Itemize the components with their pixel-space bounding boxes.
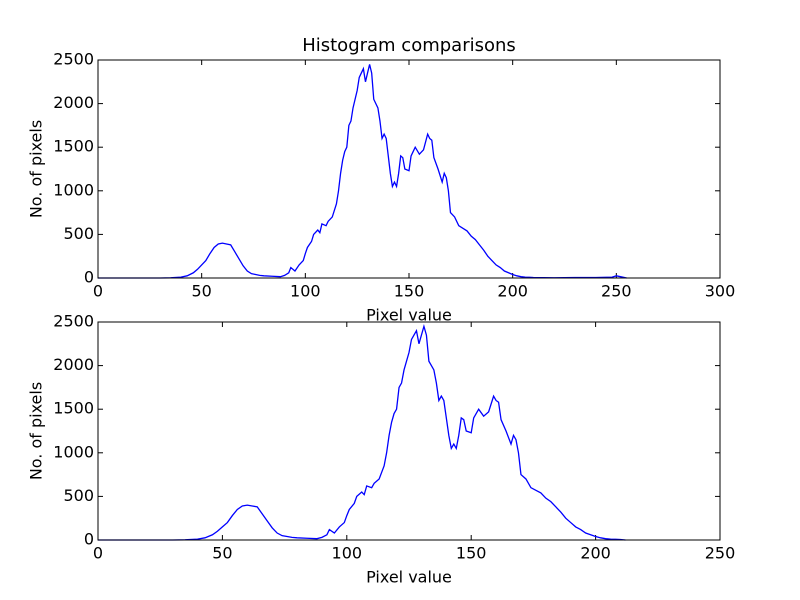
data-line <box>98 323 626 541</box>
y-axis-label: No. of pixels <box>27 120 46 218</box>
chart-title: Histogram comparisons <box>302 35 516 56</box>
y-tick-label: 0 <box>84 268 94 287</box>
y-axis-label: No. of pixels <box>27 382 46 480</box>
x-tick-label: 50 <box>212 544 232 563</box>
x-axis-label: Pixel value <box>366 568 452 587</box>
y-tick-label: 2000 <box>53 93 94 112</box>
y-tick-label: 1000 <box>53 442 94 461</box>
axes-frame <box>97 59 721 279</box>
x-tick-label: 250 <box>705 544 736 563</box>
x-tick-label: 50 <box>191 282 211 301</box>
x-tick-label: 150 <box>456 544 487 563</box>
x-tick-label: 100 <box>332 544 363 563</box>
y-tick-label: 2000 <box>53 355 94 374</box>
y-tick-label: 1500 <box>53 137 94 156</box>
x-tick-label: 250 <box>601 282 632 301</box>
y-tick-label: 500 <box>63 224 94 243</box>
y-tick-label: 2500 <box>53 312 94 331</box>
axes-frame <box>97 321 721 541</box>
x-tick-label: 150 <box>394 282 425 301</box>
x-tick-label: 200 <box>497 282 528 301</box>
x-tick-label: 0 <box>93 544 103 563</box>
x-tick-label: 100 <box>290 282 321 301</box>
x-tick-label: 300 <box>705 282 736 301</box>
y-tick-label: 1500 <box>53 399 94 418</box>
x-tick-label: 0 <box>93 282 103 301</box>
y-tick-label: 2500 <box>53 50 94 69</box>
y-tick-label: 500 <box>63 486 94 505</box>
x-axis-label: Pixel value <box>366 306 452 325</box>
y-tick-label: 0 <box>84 530 94 549</box>
y-tick-label: 1000 <box>53 180 94 199</box>
x-tick-label: 200 <box>580 544 611 563</box>
data-line <box>98 64 627 279</box>
